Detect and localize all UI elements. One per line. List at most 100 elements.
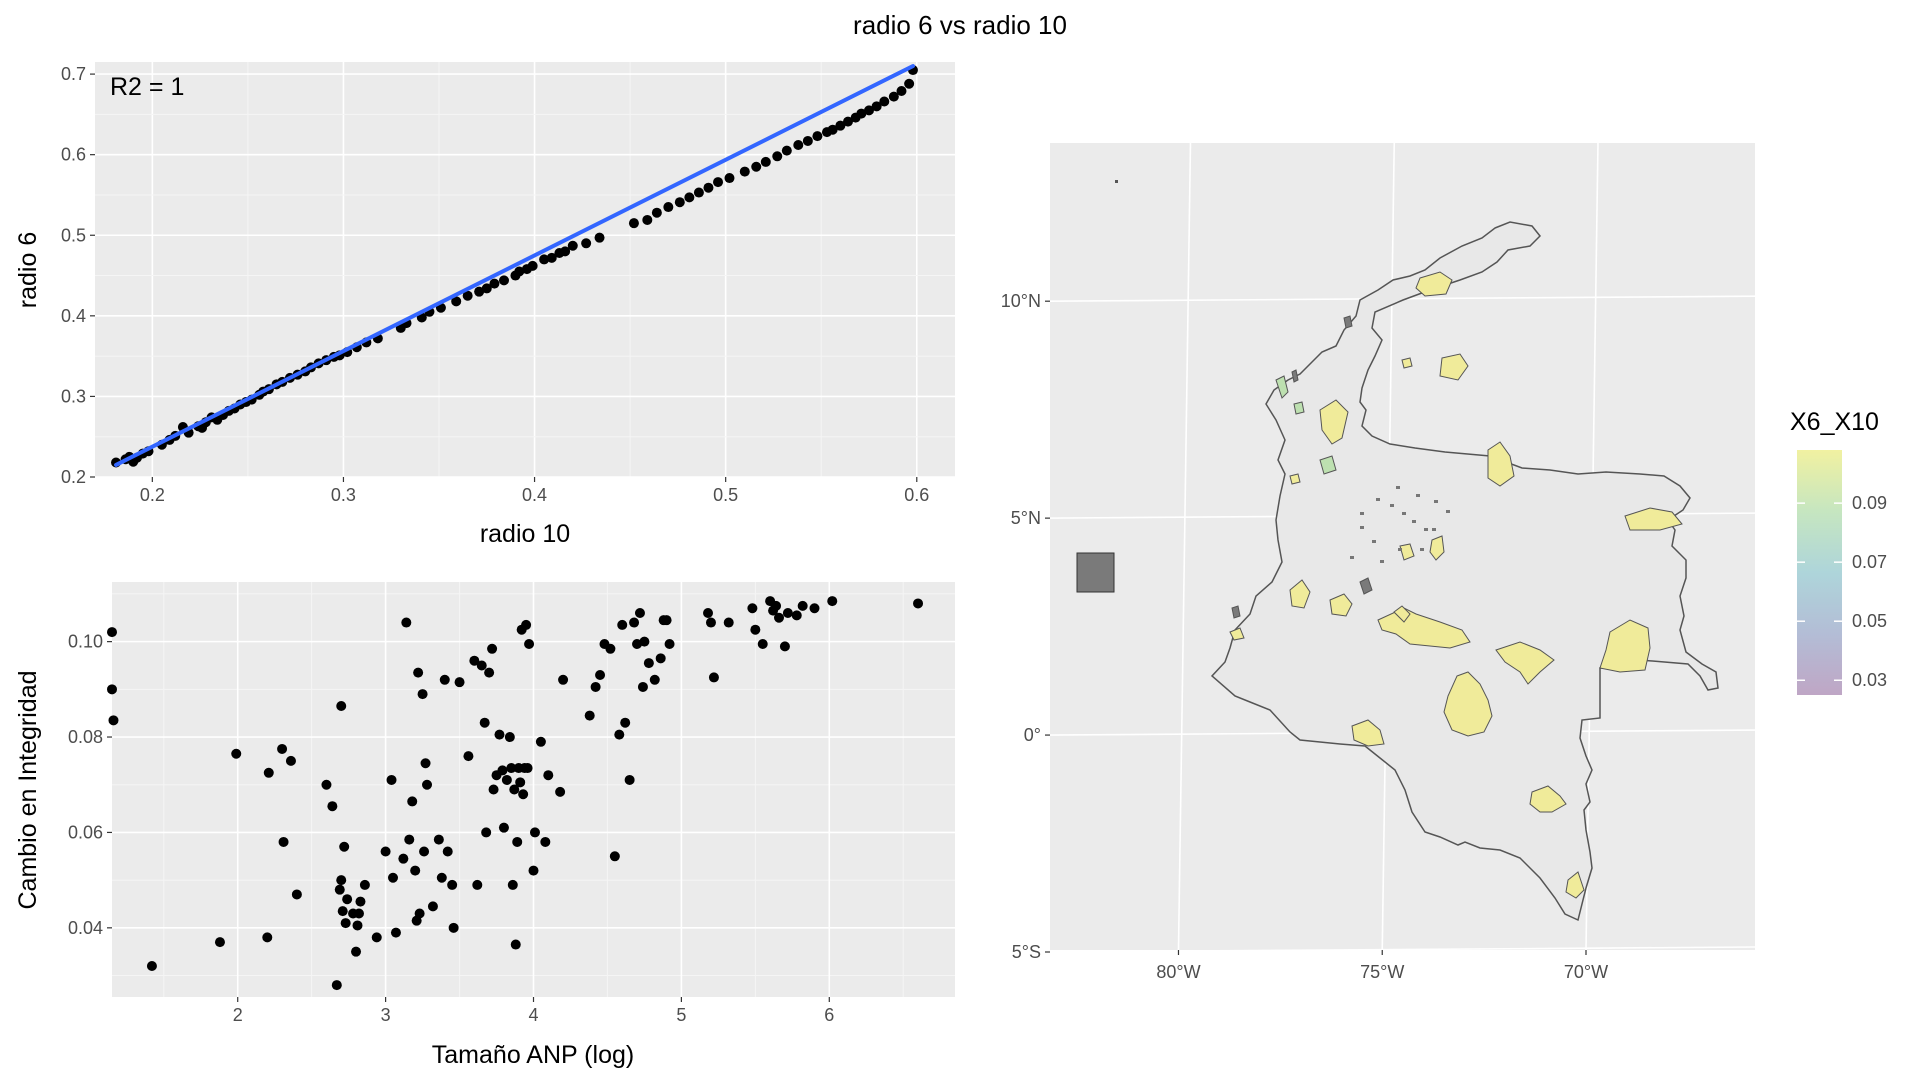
legend-tick-label: 0.09 — [1852, 493, 1887, 513]
data-point — [703, 182, 714, 193]
data-point — [555, 786, 566, 797]
data-point — [543, 770, 554, 781]
data-point — [760, 156, 771, 167]
data-point — [827, 124, 838, 135]
legend-ticks: 0.09 0.07 0.05 0.03 — [1797, 493, 1887, 690]
x-tick-label: 0.6 — [904, 485, 929, 505]
x-tick-label: 0.2 — [140, 485, 165, 505]
data-point — [352, 920, 363, 931]
small-protected-area — [1434, 500, 1438, 503]
small-protected-area — [1446, 510, 1450, 513]
x-tick-label: 6 — [824, 1005, 834, 1025]
data-point — [334, 884, 345, 895]
graticule-parallel — [1049, 946, 1756, 953]
small-protected-area — [1398, 548, 1402, 551]
data-point — [277, 743, 288, 754]
small-protected-area — [1402, 512, 1406, 515]
protected-areas — [1229, 271, 1683, 899]
panel-integrity-points — [107, 596, 924, 991]
data-point — [512, 836, 523, 847]
protected-area — [1291, 369, 1299, 383]
data-point — [291, 889, 302, 900]
data-point — [782, 608, 793, 619]
data-point — [353, 908, 364, 919]
data-point — [864, 105, 874, 116]
colombia-outline — [1210, 221, 1719, 922]
y-tick-label: 0.4 — [61, 306, 86, 326]
data-point — [739, 166, 750, 177]
map-y-ticks: 10°N 5°N 0° 5°S — [1001, 291, 1050, 962]
data-point — [278, 836, 289, 847]
data-point — [708, 672, 719, 683]
data-point — [617, 619, 628, 630]
protected-area — [1359, 577, 1373, 595]
data-point — [614, 729, 625, 740]
data-point — [359, 879, 370, 890]
data-point — [649, 674, 660, 685]
data-point — [451, 296, 462, 307]
data-point — [285, 755, 296, 766]
data-point — [107, 684, 117, 695]
data-point — [628, 218, 639, 229]
data-point — [693, 187, 704, 198]
x-tick-label: 0.4 — [522, 485, 547, 505]
data-point — [522, 763, 533, 774]
x-tick-label: 5 — [676, 1005, 686, 1025]
small-protected-area — [1412, 520, 1416, 523]
data-point — [331, 980, 342, 991]
small-protected-area — [1372, 540, 1376, 543]
protected-area — [1495, 641, 1555, 685]
data-point — [469, 655, 480, 666]
data-point — [417, 689, 428, 700]
data-point — [651, 207, 662, 218]
data-point — [488, 784, 499, 795]
y-tick-label: 0° — [1024, 725, 1041, 745]
protected-area — [1599, 619, 1651, 673]
small-protected-area — [1350, 556, 1354, 559]
small-protected-area — [1432, 528, 1436, 531]
data-point — [442, 846, 453, 857]
data-point — [479, 717, 490, 728]
legend-title: X6_X10 — [1790, 408, 1879, 436]
small-protected-area — [1360, 526, 1364, 529]
y-tick-label: 0.08 — [68, 727, 103, 747]
protected-area — [1289, 579, 1311, 609]
protected-area — [1439, 353, 1469, 381]
data-point — [386, 774, 397, 785]
panel-radio-x-label: radio 10 — [480, 520, 570, 548]
island-dot — [1115, 180, 1118, 183]
protected-area — [1229, 627, 1245, 641]
data-point — [388, 872, 398, 883]
data-point — [463, 751, 474, 762]
panel-radio-fit — [114, 64, 915, 467]
island-malpelo — [1076, 552, 1115, 593]
data-point — [595, 670, 606, 681]
data-point — [404, 834, 415, 845]
data-point — [540, 836, 551, 847]
data-point — [401, 617, 412, 628]
data-point — [620, 717, 631, 728]
data-point — [448, 922, 459, 933]
legend-tick-label: 0.03 — [1852, 670, 1887, 690]
color-legend: X6_X10 0.09 0.07 0.05 0.03 — [1790, 408, 1887, 695]
data-point — [262, 932, 273, 943]
data-point — [146, 960, 157, 971]
protected-area — [1343, 315, 1353, 329]
data-point — [605, 643, 616, 654]
data-point — [629, 617, 640, 628]
data-point — [835, 120, 846, 131]
y-tick-label: 0.2 — [61, 467, 86, 487]
panel-integrity-grid — [112, 582, 955, 997]
data-point — [771, 600, 782, 611]
data-point — [747, 603, 758, 614]
y-tick-label: 0.06 — [68, 822, 103, 842]
data-point — [407, 796, 418, 807]
data-point — [528, 865, 539, 876]
data-point — [904, 78, 915, 89]
data-point — [433, 834, 444, 845]
data-point — [481, 827, 492, 838]
data-point — [342, 894, 353, 905]
r2-annotation: R2 = 1 — [110, 73, 184, 101]
data-point — [355, 896, 366, 907]
